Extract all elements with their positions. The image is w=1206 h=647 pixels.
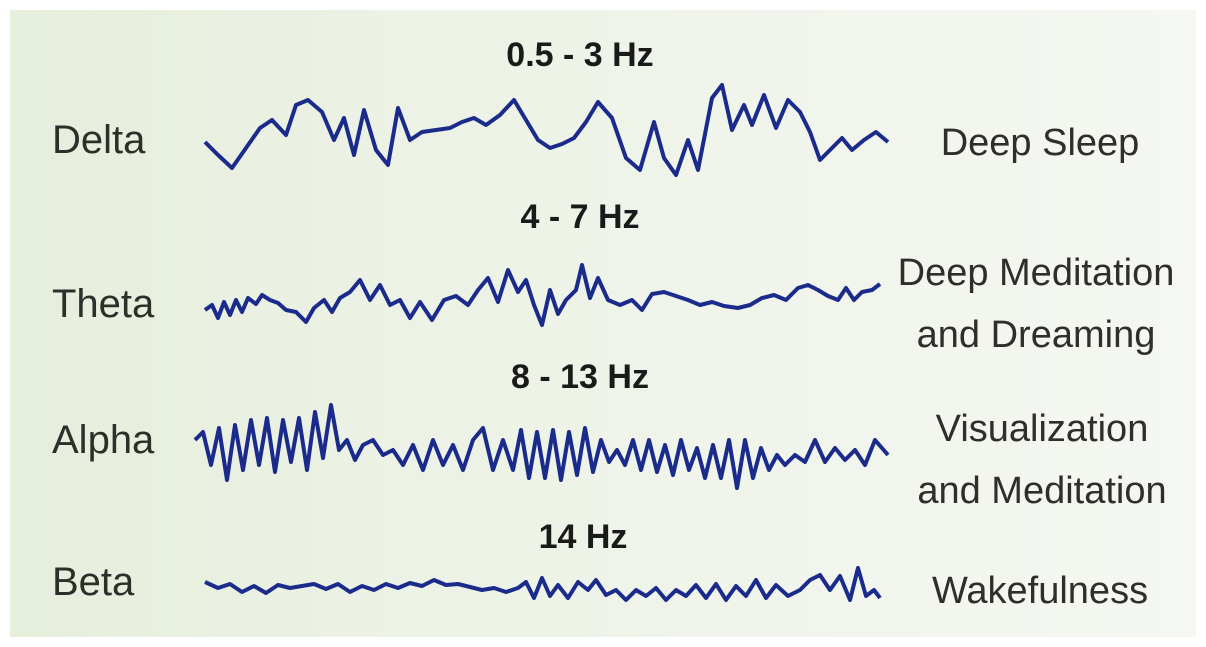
- state-label-alpha: Visualization and Meditation: [917, 408, 1167, 512]
- frequency-label-alpha: 8 - 13 Hz: [511, 358, 649, 396]
- state-label-delta: Deep Sleep: [940, 122, 1140, 164]
- band-label-beta: Beta: [52, 560, 135, 604]
- delta-wave-trace: [203, 83, 890, 177]
- diagram-panel: [10, 10, 1196, 637]
- beta-wave-trace: [204, 566, 882, 602]
- band-label-theta: Theta: [52, 282, 155, 326]
- band-label-delta: Delta: [52, 118, 146, 162]
- frequency-label-theta: 4 - 7 Hz: [520, 198, 640, 236]
- state-label-theta: Deep Meditation and Dreaming: [897, 252, 1175, 356]
- frequency-label-beta: 14 Hz: [538, 518, 628, 556]
- band-label-alpha: Alpha: [52, 418, 155, 462]
- alpha-wave-trace: [193, 403, 890, 490]
- theta-wave-trace: [203, 263, 882, 327]
- state-label-beta: Wakefulness: [931, 570, 1149, 612]
- frequency-label-delta: 0.5 - 3 Hz: [506, 36, 654, 74]
